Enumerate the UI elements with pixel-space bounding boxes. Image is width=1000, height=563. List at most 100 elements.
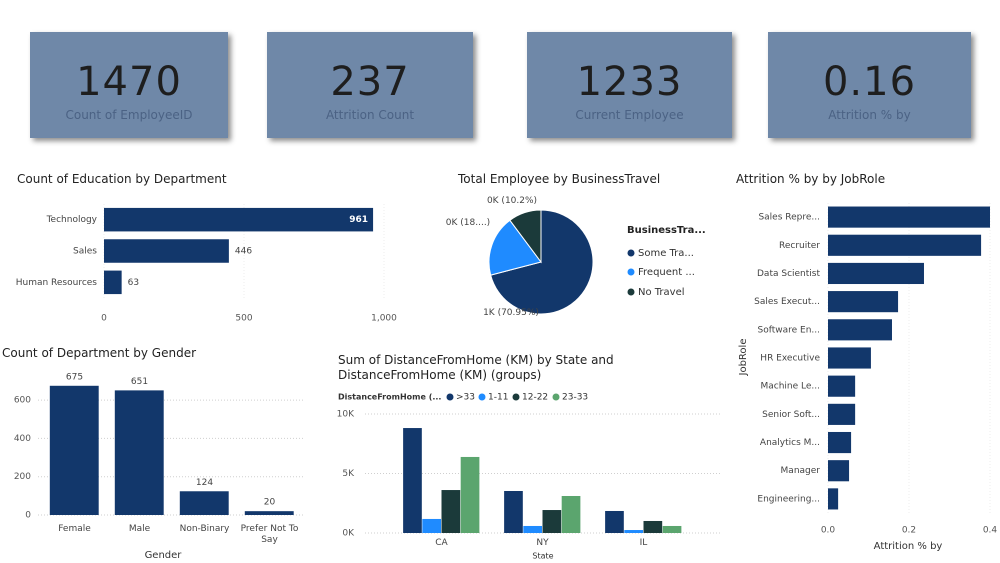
kpi-label: Count of EmployeeID [65, 108, 193, 122]
bar [828, 347, 871, 369]
bar [828, 262, 924, 285]
legend-label: >33 [456, 393, 475, 403]
y-tick-label: HR Executive [760, 354, 820, 364]
x-tick-label: 1,000 [371, 314, 397, 324]
kpi-card: 1470 Count of EmployeeID [30, 32, 228, 138]
legend-swatch [552, 393, 560, 401]
x-tick-label: Non-Binary [179, 524, 230, 534]
chart-title: Sum of DistanceFromHome (KM) by State an… [338, 353, 614, 382]
legend-label: 12-22 [522, 393, 548, 403]
bar [179, 491, 229, 515]
y-tick-label: 5K [342, 469, 355, 479]
kpi-value: 1233 [576, 59, 683, 105]
bar [828, 291, 899, 313]
bar [542, 510, 562, 533]
y-tick-label: Data Scientist [757, 269, 820, 279]
x-tick-label: NY [536, 538, 549, 548]
legend-label: 23-33 [562, 393, 588, 403]
data-label: 651 [131, 377, 148, 387]
data-label: 124 [196, 478, 213, 488]
y-tick-label: Machine Le... [760, 382, 820, 392]
bar [104, 270, 122, 295]
data-label: 961 [349, 215, 368, 225]
y-tick-label: Software En... [757, 325, 820, 335]
x-tick-label: Male [128, 524, 151, 534]
legend-swatch [627, 268, 635, 276]
y-tick-label: Sales Repre... [758, 213, 820, 223]
bar [624, 530, 643, 533]
x-tick-label: CA [435, 538, 448, 548]
legend-swatch [627, 288, 635, 296]
bar [114, 390, 164, 515]
legend-title: DistanceFromHome (... [338, 393, 441, 402]
bar [441, 490, 461, 533]
kpi-label: Attrition Count [325, 108, 415, 122]
pie-slice [509, 209, 542, 264]
legend-label: Some Tra... [638, 248, 694, 259]
legend-swatch [512, 393, 520, 401]
y-tick-label: 400 [14, 434, 31, 444]
bar [523, 525, 542, 533]
bar [662, 525, 682, 533]
pie-slice [488, 219, 542, 276]
legend-swatch [446, 393, 454, 401]
kpi-value: 0.16 [822, 59, 917, 105]
kpi-card: 237 Attrition Count [267, 32, 473, 138]
kpi-label: Attrition % by [828, 108, 911, 122]
x-tick-label: 0.2 [902, 526, 916, 536]
bar [104, 239, 229, 263]
y-tick-label: Technology [46, 215, 98, 225]
x-tick-label: 0.0 [821, 526, 836, 536]
chart-title: Attrition % by by JobRole [736, 172, 886, 186]
data-label: 0K (18....) [445, 218, 491, 228]
data-label: 20 [264, 498, 276, 508]
bar [828, 431, 852, 454]
y-tick-label: Sales Execut... [754, 297, 820, 307]
bar [244, 511, 294, 515]
x-axis-title: Attrition % by [874, 541, 943, 552]
bar [422, 518, 441, 533]
y-tick-label: Senior Soft... [762, 410, 820, 420]
x-tick-label: 500 [235, 314, 252, 324]
x-tick-label: Female [58, 524, 91, 534]
y-axis-title: JobRole [738, 339, 749, 377]
kpi-card: 0.16 Attrition % by [768, 32, 971, 138]
y-tick-label: Recruiter [779, 241, 820, 251]
bar [460, 456, 480, 533]
bar [504, 490, 523, 533]
chart-title: Count of Department by Gender [2, 346, 197, 360]
data-label: 446 [235, 247, 252, 257]
x-tick-label: 0.4 [983, 526, 998, 536]
bar [643, 520, 663, 533]
y-tick-label: Human Resources [16, 278, 98, 288]
legend-label: 1-11 [488, 393, 508, 403]
x-tick-label: Prefer Not To Say [240, 524, 299, 545]
y-tick-label: 0K [342, 529, 355, 539]
x-axis-title: Gender [145, 550, 183, 561]
kpi-value: 237 [330, 59, 410, 105]
data-label: 63 [128, 278, 139, 288]
y-tick-label: 0 [25, 511, 31, 521]
kpi-card: 1233 Current Employee [527, 32, 732, 138]
y-tick-label: Analytics M... [760, 438, 820, 448]
legend-swatch [478, 393, 486, 401]
y-tick-label: Engineering... [757, 494, 820, 504]
legend-title: BusinessTra... [627, 225, 706, 236]
bar [561, 495, 581, 533]
bar [605, 510, 624, 533]
bar [104, 207, 374, 232]
bar [828, 375, 856, 397]
bar [828, 319, 892, 341]
legend-label: No Travel [638, 287, 685, 298]
x-tick-label: 0 [101, 314, 107, 324]
bar [828, 403, 856, 425]
x-tick-label: IL [639, 538, 648, 548]
chart-title: Total Employee by BusinessTravel [458, 172, 661, 186]
bar [403, 428, 422, 533]
bar [828, 206, 990, 228]
bar [49, 385, 99, 515]
bar [828, 488, 839, 510]
legend-label: Frequent ... [638, 267, 695, 278]
